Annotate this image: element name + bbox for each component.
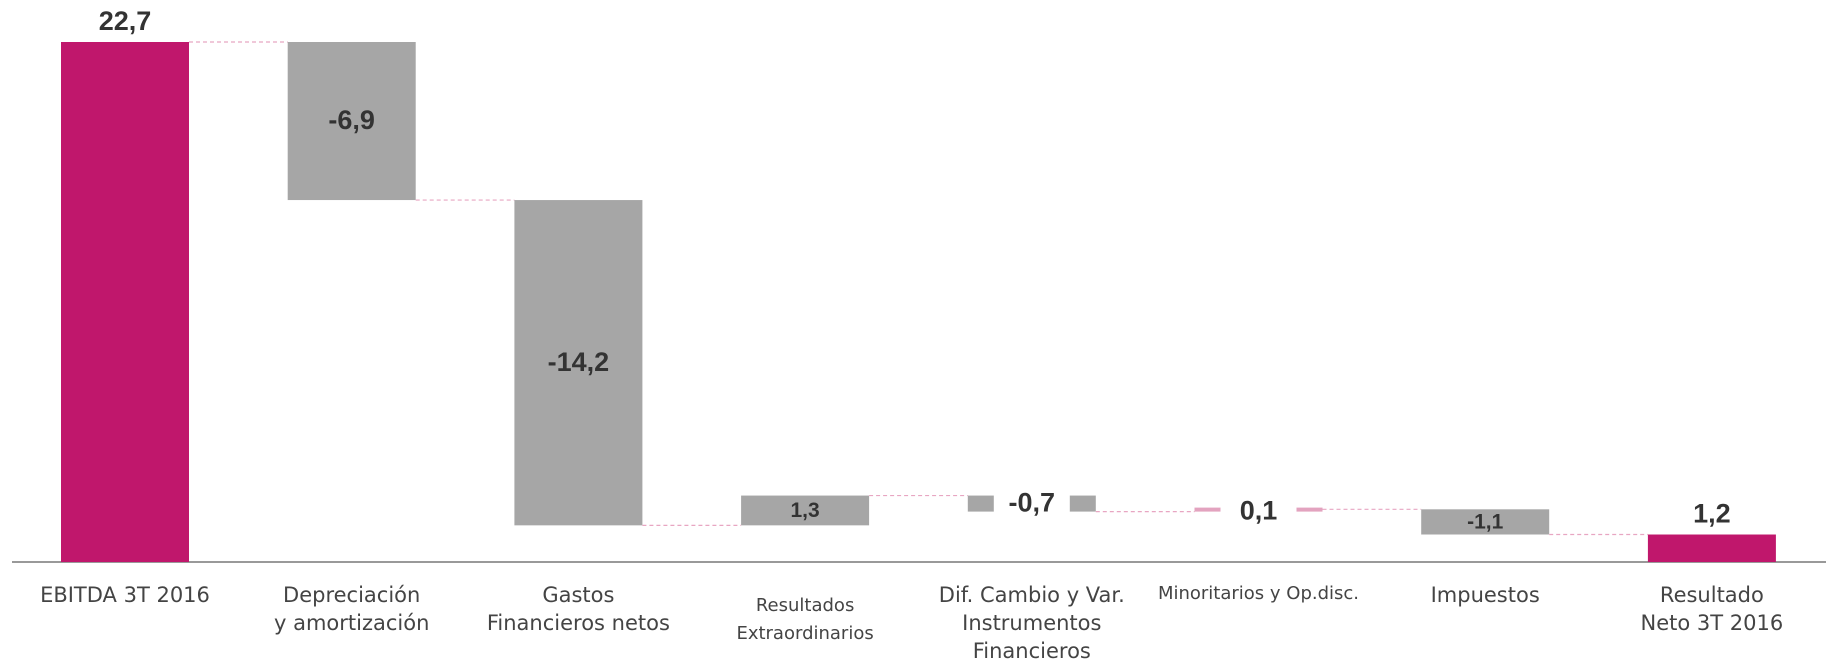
value-label: 0,1 [1240,495,1278,525]
x-tick-label: Extraordinarios [736,623,873,644]
x-tick-label: Minoritarios y Op.disc. [1158,583,1359,604]
x-tick-label: Gastos [542,583,614,607]
x-tick-label: Depreciación [283,583,420,607]
x-tick-label: Financieros [973,639,1091,663]
bar [1421,509,1550,535]
bar [1647,534,1776,562]
bar [514,200,643,526]
bar [287,42,416,201]
value-label: 22,7 [99,6,152,36]
value-label: -1,1 [1467,510,1504,533]
label-gap [1220,493,1297,530]
x-tick-label: y amortización [274,611,429,635]
value-label: -14,2 [548,347,610,377]
value-label: 1,2 [1693,499,1731,529]
x-tick-label: Resultados [756,595,854,616]
x-tick-label: Dif. Cambio y Var. [939,583,1125,607]
x-tick-label: Neto 3T 2016 [1641,611,1784,635]
bar [61,42,189,562]
value-label: 1,3 [790,499,819,522]
label-gap [993,485,1070,522]
value-label: -6,9 [328,105,375,135]
x-tick-label: Instrumentos [962,611,1101,635]
bar [741,495,870,526]
value-label: -0,7 [1009,488,1056,518]
x-tick-label: EBITDA 3T 2016 [40,583,210,607]
x-tick-label: Resultado [1660,583,1764,607]
x-tick-label: Financieros netos [487,611,670,635]
x-tick-label: Impuestos [1431,583,1540,607]
